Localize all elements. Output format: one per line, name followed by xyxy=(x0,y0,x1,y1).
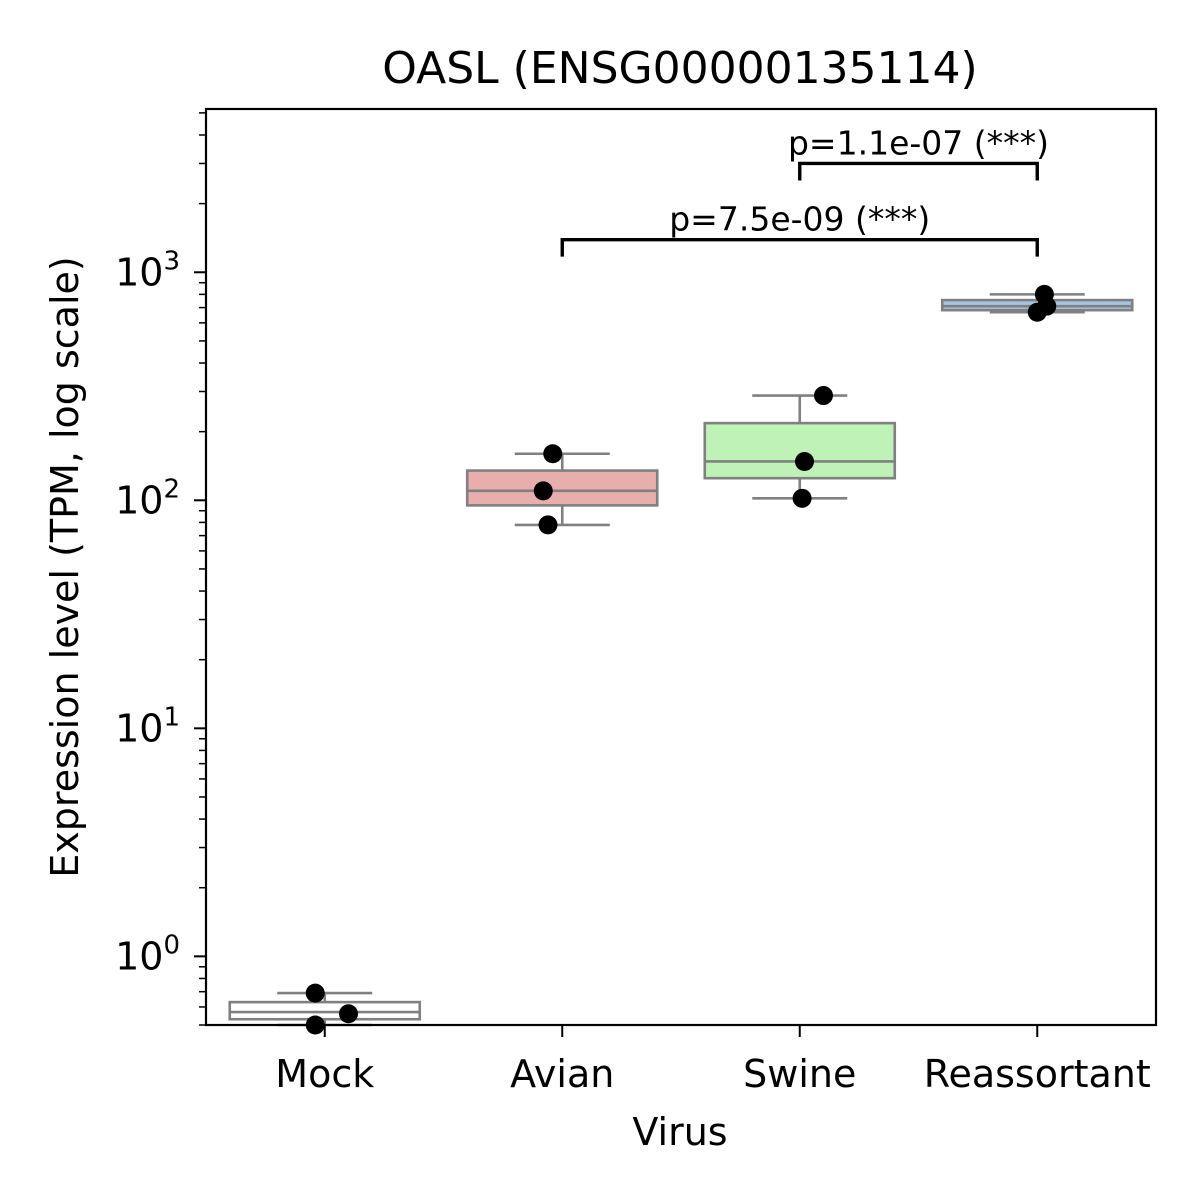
y-tick-label: 100 xyxy=(115,930,180,978)
plot-frame xyxy=(204,107,1158,1027)
box-swine xyxy=(703,394,897,500)
significance-label: p=1.1e-07 (***) xyxy=(788,123,1049,162)
y-tick-label: 101 xyxy=(115,702,180,750)
data-point-swine xyxy=(814,386,833,406)
data-point-swine xyxy=(795,451,814,471)
significance-label: p=7.5e-09 (***) xyxy=(669,200,930,239)
bracket-line xyxy=(560,237,1039,257)
x-tick-label: Avian xyxy=(510,1052,614,1096)
plot-area: p=7.5e-09 (***) p=1.1e-07 (***) xyxy=(228,123,1134,1035)
x-tick-label: Swine xyxy=(743,1052,856,1096)
y-tick-label: 103 xyxy=(115,246,180,294)
data-point-swine xyxy=(792,488,812,508)
box-avian xyxy=(465,452,659,527)
data-point-avian xyxy=(538,515,558,535)
box-iqr xyxy=(703,421,897,480)
box-mock xyxy=(228,991,422,1027)
data-point-mock xyxy=(305,983,325,1003)
bracket-line xyxy=(798,161,1039,181)
y-axis-label: Expression level (TPM, log scale) xyxy=(43,256,87,877)
x-tick-label: Reassortant xyxy=(924,1052,1151,1096)
data-point-reassortant xyxy=(1027,302,1047,322)
data-point-avian xyxy=(543,444,563,464)
box-iqr xyxy=(228,1000,422,1021)
data-point-avian xyxy=(533,481,553,501)
significance-bracket: p=7.5e-09 (***) xyxy=(560,200,1039,257)
significance-bracket: p=1.1e-07 (***) xyxy=(788,123,1049,181)
data-point-mock xyxy=(339,1004,358,1024)
y-tick-label: 102 xyxy=(115,474,180,522)
chart-title: OASL (ENSG00000135114) xyxy=(382,43,977,94)
axes: Mock Avian Swine Reassortant 100 101 102 103 xyxy=(115,112,1151,1096)
box-iqr xyxy=(465,469,659,507)
x-tick-label: Mock xyxy=(275,1052,374,1096)
x-axis-label: Virus xyxy=(632,1110,727,1154)
